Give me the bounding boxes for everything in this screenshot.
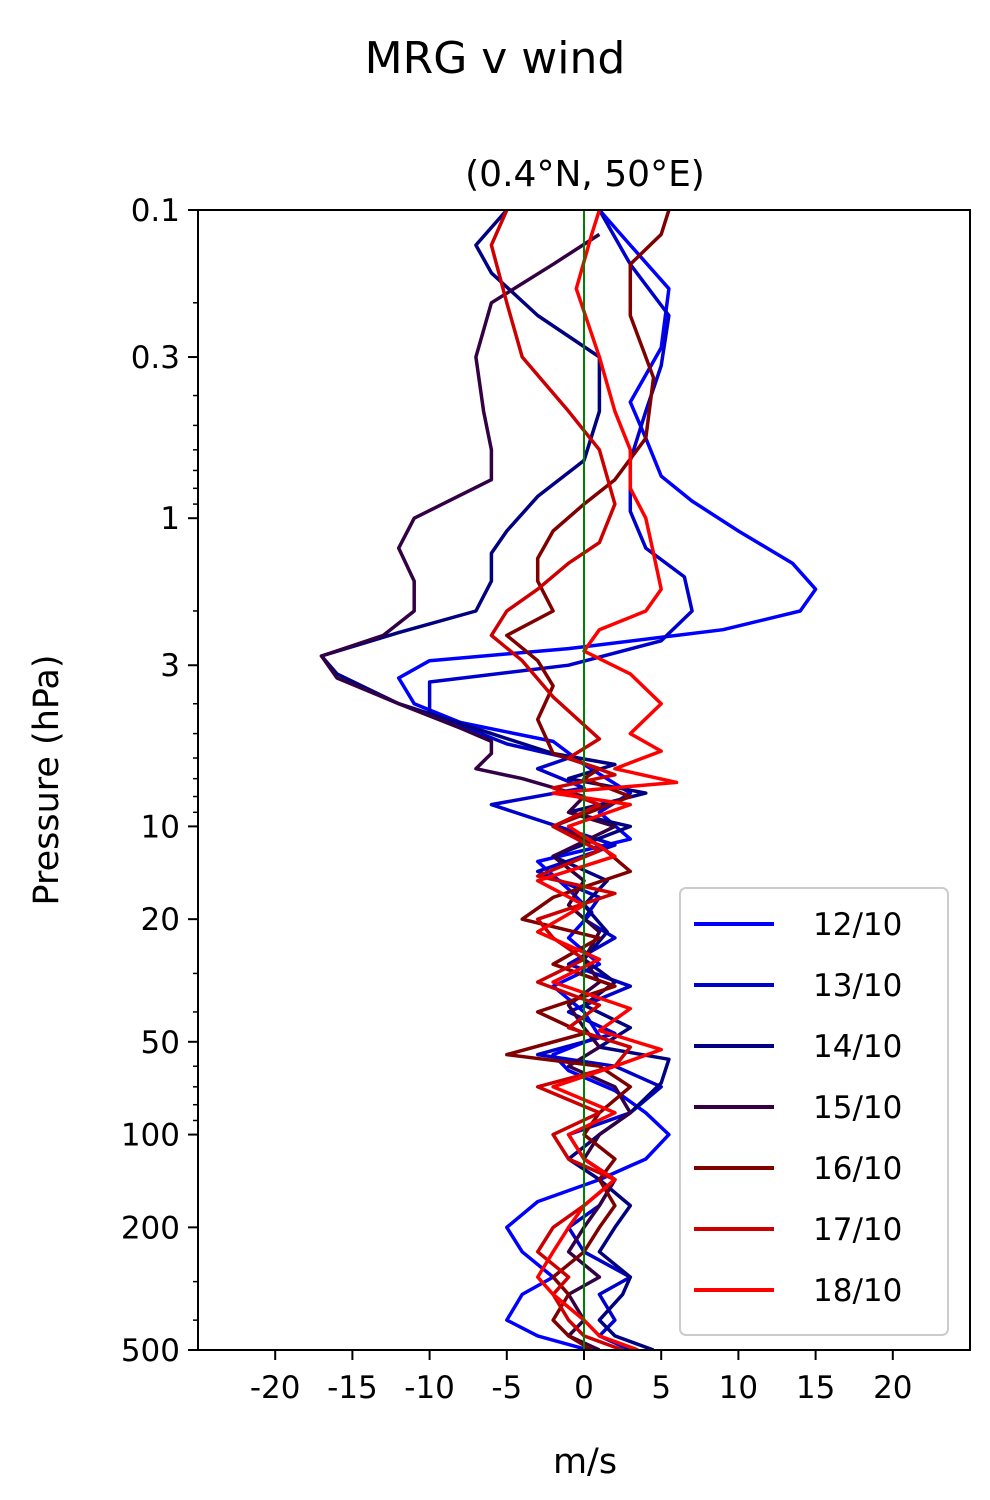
axes-group: -20 -15 -10 -5 0 5 10 15 20 0.1 0.3 1 3 10 20 50 100 200 5…: [121, 193, 971, 1406]
series-line-7: [535, 210, 679, 1350]
x-tick-label: 20: [873, 1370, 912, 1406]
legend-label-4: 15/10: [813, 1090, 902, 1126]
legend-label-2: 13/10: [813, 968, 902, 1004]
y-tick-label: 10: [141, 809, 180, 845]
y-tick-label: 0.1: [131, 193, 180, 229]
legend-label-1: 12/10: [813, 907, 902, 943]
x-tick-label: -20: [250, 1370, 301, 1406]
legend: 12/10 13/10 14/10 15/10 16/10 17/10 18/10: [679, 887, 949, 1336]
x-axis-label: m/s: [553, 1442, 617, 1482]
y-tick-label: 50: [141, 1025, 180, 1061]
x-tick-label: 15: [796, 1370, 835, 1406]
plot-series: [319, 210, 818, 1350]
x-tick-label: 0: [574, 1370, 594, 1406]
legend-label-3: 14/10: [813, 1029, 902, 1065]
legend-box: [679, 887, 949, 1336]
x-tick-label: 5: [651, 1370, 671, 1406]
legend-label-6: 17/10: [813, 1212, 902, 1248]
y-tick-label: 500: [121, 1333, 180, 1369]
legend-label-7: 18/10: [813, 1273, 902, 1309]
x-tick-label: -10: [404, 1370, 455, 1406]
x-tick-label: -15: [327, 1370, 378, 1406]
legend-label-5: 16/10: [813, 1151, 902, 1187]
y-tick-label: 0.3: [131, 340, 180, 376]
series-line-5: [505, 210, 671, 1350]
x-tick-label: 10: [719, 1370, 758, 1406]
x-tick-label: -5: [491, 1370, 522, 1406]
chart-title: MRG v wind: [365, 33, 626, 84]
y-tick-label: 100: [121, 1118, 180, 1154]
chart-subtitle: (0.4°N, 50°E): [465, 154, 705, 195]
series-line-3: [319, 210, 671, 1350]
y-tick-label: 20: [141, 902, 180, 938]
y-axis-label: Pressure (hPa): [27, 654, 67, 905]
y-tick-label: 3: [160, 648, 180, 684]
y-tick-label: 1: [160, 501, 180, 537]
y-tick-label: 200: [121, 1210, 180, 1246]
